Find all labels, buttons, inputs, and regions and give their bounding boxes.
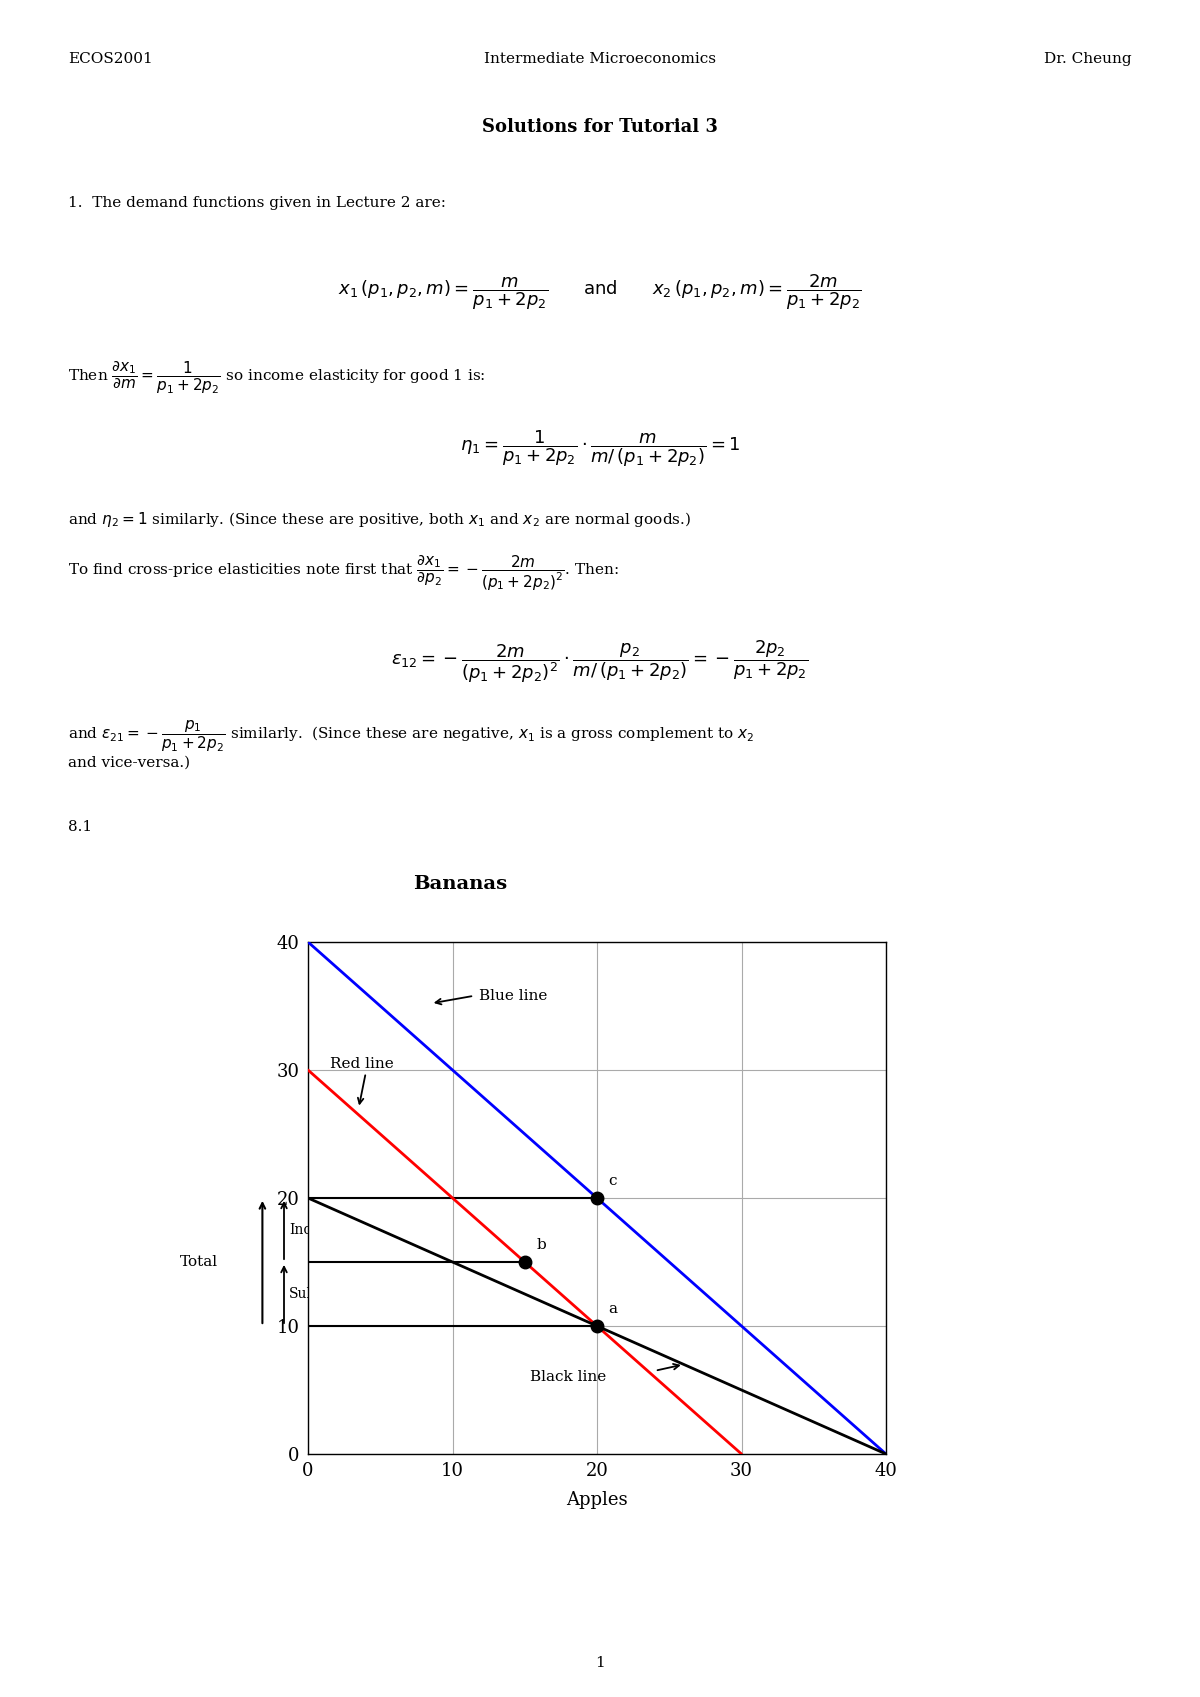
Text: Income: Income <box>289 1224 341 1237</box>
Text: b: b <box>536 1237 546 1252</box>
Text: a: a <box>608 1302 618 1315</box>
Text: Substitution: Substitution <box>289 1286 376 1302</box>
Text: 8.1: 8.1 <box>68 820 92 833</box>
Text: Total: Total <box>180 1256 218 1269</box>
Text: Intermediate Microeconomics: Intermediate Microeconomics <box>484 53 716 66</box>
Text: $x_1\,(p_1, p_2, m) = \dfrac{m}{p_1 + 2p_2}$$\quad\quad\text{and}\quad\quad$$x_2: $x_1\,(p_1, p_2, m) = \dfrac{m}{p_1 + 2p… <box>338 272 862 312</box>
Text: $\epsilon_{12} = -\dfrac{2m}{(p_1 + 2p_2)^2} \cdot \dfrac{p_2}{m/\,(p_1 + 2p_2)}: $\epsilon_{12} = -\dfrac{2m}{(p_1 + 2p_2… <box>391 638 809 686</box>
Text: c: c <box>608 1174 617 1188</box>
Text: 1.  The demand functions given in Lecture 2 are:: 1. The demand functions given in Lecture… <box>68 195 446 210</box>
Text: and $\eta_2 = 1$ similarly. (Since these are positive, both $x_1$ and $x_2$ are : and $\eta_2 = 1$ similarly. (Since these… <box>68 511 691 529</box>
X-axis label: Apples: Apples <box>566 1492 628 1509</box>
Text: Dr. Cheung: Dr. Cheung <box>1044 53 1132 66</box>
Text: Black line: Black line <box>530 1369 606 1385</box>
Text: Red line: Red line <box>330 1057 394 1071</box>
Text: To find cross-price elasticities note first that $\dfrac{\partial x_1}{\partial : To find cross-price elasticities note fi… <box>68 553 619 594</box>
Text: and vice-versa.): and vice-versa.) <box>68 755 190 770</box>
Text: and $\epsilon_{21} = -\dfrac{p_1}{p_1+2p_2}$ similarly.  (Since these are negati: and $\epsilon_{21} = -\dfrac{p_1}{p_1+2p… <box>68 718 755 753</box>
Text: ECOS2001: ECOS2001 <box>68 53 152 66</box>
Text: $\eta_1 = \dfrac{1}{p_1 + 2p_2} \cdot \dfrac{m}{m/\,(p_1 + 2p_2)} = 1$: $\eta_1 = \dfrac{1}{p_1 + 2p_2} \cdot \d… <box>460 428 740 468</box>
Text: Solutions for Tutorial 3: Solutions for Tutorial 3 <box>482 119 718 136</box>
Text: Blue line: Blue line <box>479 989 547 1003</box>
Text: 1: 1 <box>595 1656 605 1670</box>
Text: Bananas: Bananas <box>413 876 508 893</box>
Text: Then $\dfrac{\partial x_1}{\partial m} = \dfrac{1}{p_1+2p_2}$ so income elastici: Then $\dfrac{\partial x_1}{\partial m} =… <box>68 360 486 397</box>
